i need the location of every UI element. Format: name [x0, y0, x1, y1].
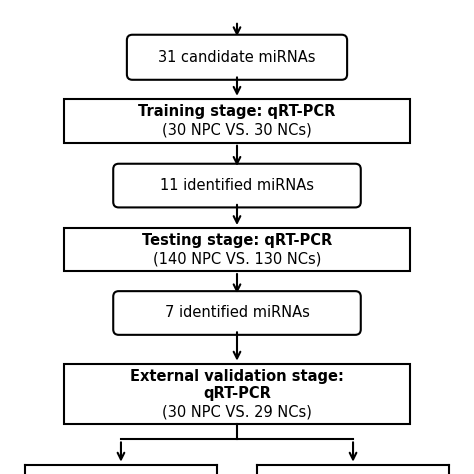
Text: 7 identified miRNAs: 7 identified miRNAs	[164, 305, 310, 320]
Text: 11 identified miRNAs: 11 identified miRNAs	[160, 178, 314, 193]
Text: (140 NPC VS. 130 NCs): (140 NPC VS. 130 NCs)	[153, 252, 321, 267]
Text: qRT-PCR: qRT-PCR	[203, 386, 271, 401]
Text: Training stage: qRT-PCR: Training stage: qRT-PCR	[138, 104, 336, 119]
FancyBboxPatch shape	[127, 35, 347, 80]
FancyBboxPatch shape	[64, 100, 410, 143]
Text: External validation stage:: External validation stage:	[130, 369, 344, 383]
Text: (30 NPC VS. 29 NCs): (30 NPC VS. 29 NCs)	[162, 404, 312, 419]
Text: (30 NPC VS. 30 NCs): (30 NPC VS. 30 NCs)	[162, 123, 312, 138]
Text: Testing stage: qRT-PCR: Testing stage: qRT-PCR	[142, 233, 332, 248]
FancyBboxPatch shape	[113, 164, 361, 208]
Text: 31 candidate miRNAs: 31 candidate miRNAs	[158, 50, 316, 65]
FancyBboxPatch shape	[113, 291, 361, 335]
FancyBboxPatch shape	[64, 365, 410, 424]
FancyBboxPatch shape	[64, 228, 410, 271]
